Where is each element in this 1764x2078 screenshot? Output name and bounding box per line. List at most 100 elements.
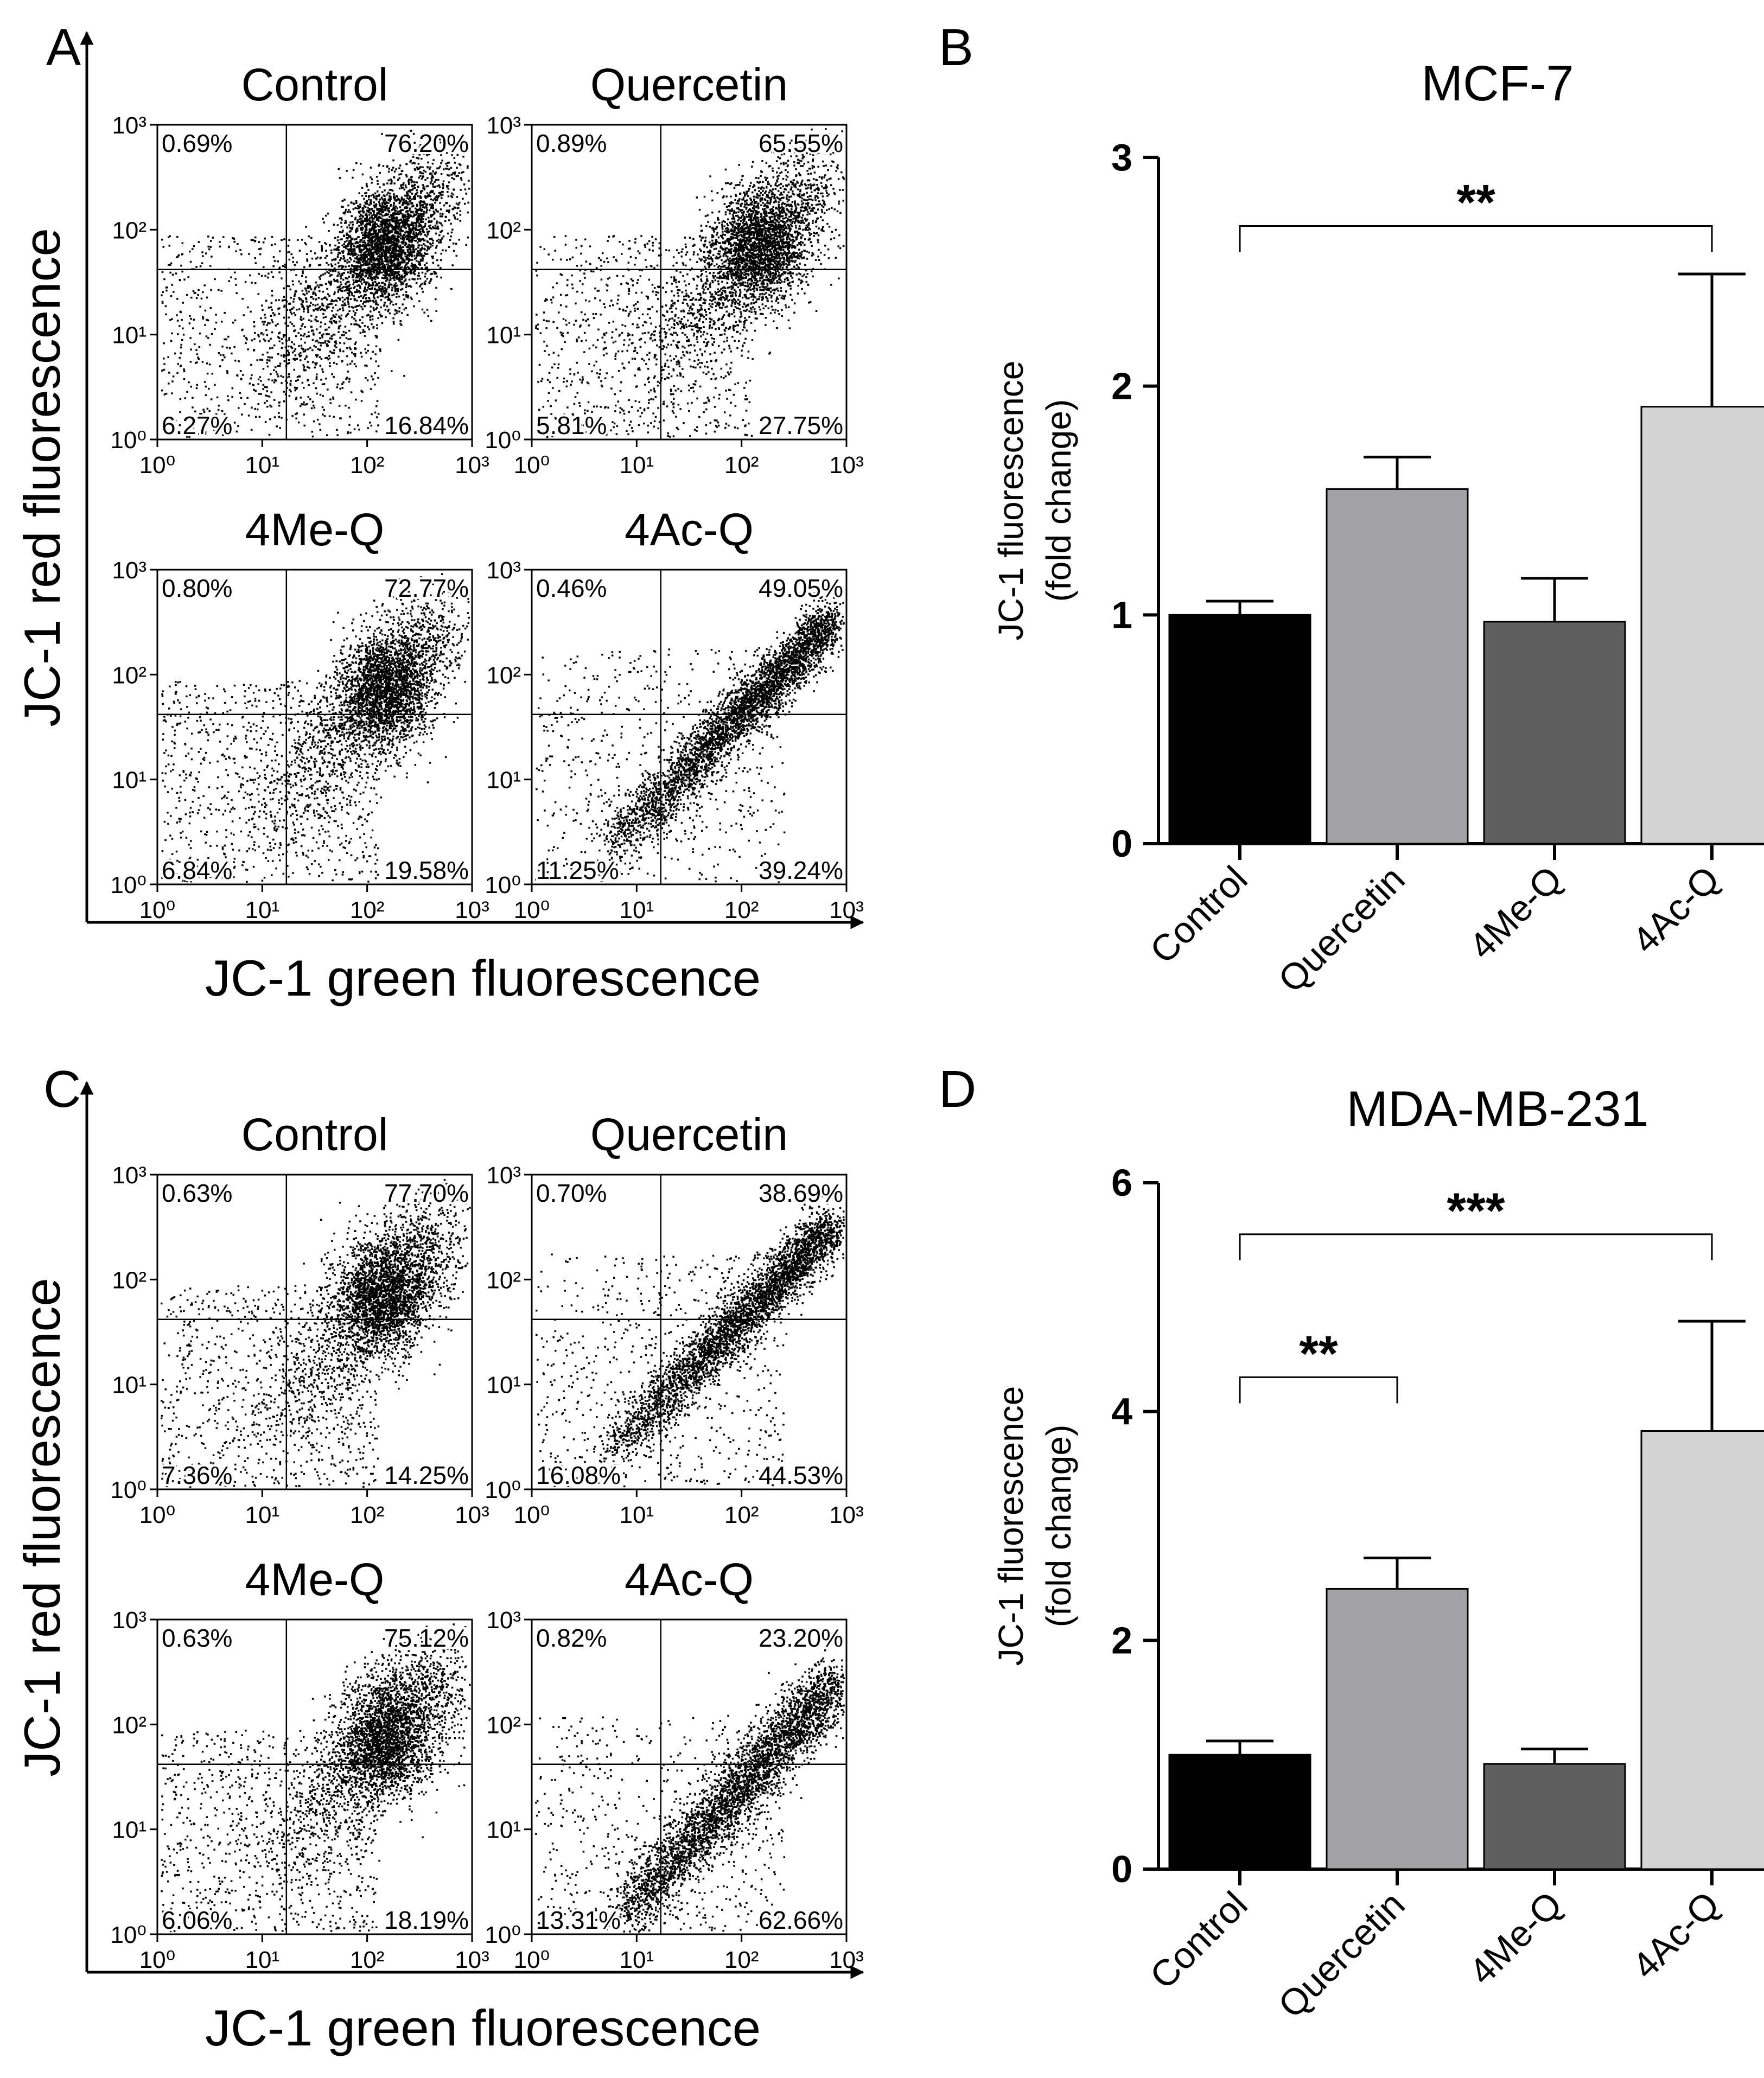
y-tick-label: 10¹: [486, 1817, 521, 1844]
y-tick-label: 10²: [486, 1712, 521, 1738]
panel-letter-b: B: [939, 18, 973, 77]
flow-x-axis-label: JC-1 green fluorescence: [205, 949, 761, 1006]
y-axis-label-line: (fold change): [1039, 399, 1078, 602]
x-tick-label: 10⁰: [139, 452, 176, 479]
x-tick-label: 10³: [829, 897, 864, 923]
bar-4me-q: [1483, 621, 1626, 845]
bar-chart-title: MDA-MB-231: [1346, 1081, 1648, 1137]
x-tick-label: 4Ac-Q: [1625, 858, 1728, 961]
panel-letter-a: A: [46, 18, 81, 77]
y-tick-label: 10³: [486, 1162, 521, 1189]
y-tick-label: 10³: [112, 1607, 147, 1634]
flow-plot-title: Quercetin: [590, 59, 788, 110]
y-tick-label: 10¹: [486, 767, 521, 794]
quadrant-percent-lower-left: 7.36%: [162, 1461, 232, 1489]
flow-plot-frame: [531, 569, 848, 885]
quadrant-percent-lower-left: 6.27%: [162, 411, 232, 439]
y-tick-label: 10²: [486, 1267, 521, 1293]
scatter-points: [535, 128, 845, 438]
flow-y-axis-label: JC-1 red fluorescence: [14, 1278, 71, 1777]
quadrant-percent-lower-right: 39.24%: [759, 856, 843, 884]
quadrant-percent-lower-left: 6.84%: [162, 856, 232, 884]
quadrant-percent-lower-right: 14.25%: [384, 1461, 469, 1489]
y-tick-label: 2: [1111, 1619, 1132, 1661]
quadrant-percent-lower-right: 62.66%: [759, 1906, 843, 1934]
x-tick-label: 10²: [724, 1502, 759, 1528]
significance-bracket: [1239, 225, 1713, 252]
quadrant-percent-upper-right: 77.70%: [384, 1179, 469, 1207]
y-tick-label: 1: [1111, 594, 1132, 636]
quadrant-percent-upper-right: 38.69%: [759, 1179, 843, 1207]
quadrant-percent-upper-left: 0.69%: [162, 129, 232, 157]
quadrant-percent-upper-right: 65.55%: [759, 129, 843, 157]
panel-letter-d: D: [939, 1060, 976, 1118]
scatter-dots: [161, 1623, 471, 1933]
y-tick-label: 10¹: [486, 1372, 521, 1399]
y-axis-label: JC-1 fluorescence (fold change): [991, 1386, 1078, 1666]
y-tick-label: 10³: [486, 1607, 521, 1634]
x-tick-label: 10¹: [245, 1502, 280, 1528]
significance-stars: ***: [1447, 1183, 1505, 1239]
y-tick-label: 10²: [112, 1712, 147, 1738]
significance-stars: **: [1299, 1326, 1338, 1381]
x-tick-label: 10²: [724, 452, 759, 479]
scatter-points: [161, 130, 470, 438]
flow-plot-title: 4Ac-Q: [625, 1554, 754, 1605]
flow-plot-4me-q: 4Me-Q0.80% 72.77%6.84% 19.58%10⁰10⁰10¹10¹1…: [110, 504, 489, 923]
y-tick-label: 10²: [486, 217, 521, 244]
flow-plot-frame: [531, 1618, 848, 1935]
y-axis-label-line: JC-1 fluorescence: [991, 1386, 1030, 1666]
y-axis-label: JC-1 fluorescence (fold change): [991, 361, 1078, 641]
flow-axes: JC-1 green fluorescence JC-1 red fluoresc…: [14, 1081, 864, 2056]
quadrant-percent-upper-left: 0.63%: [162, 1179, 232, 1207]
x-tick-label: 10⁰: [514, 1947, 550, 1973]
x-tick-label: 10⁰: [139, 897, 176, 923]
x-tick-label: Control: [1142, 1884, 1256, 1997]
x-tick-label: 10⁰: [139, 1947, 176, 1973]
y-tick-label: 10³: [112, 112, 147, 139]
quadrant-percent-upper-right: 49.05%: [759, 574, 843, 602]
x-tick-label: 10²: [350, 452, 385, 479]
x-tick-label: 10¹: [245, 1947, 280, 1973]
y-tick-label: 10¹: [112, 1817, 147, 1844]
flow-y-axis-label: JC-1 red fluorescence: [14, 228, 71, 727]
y-tick-label: 10³: [486, 557, 521, 584]
y-tick-label: 3: [1111, 136, 1132, 179]
significance-bracket: [1239, 1233, 1713, 1260]
x-tick-label: 10⁰: [139, 1502, 176, 1528]
y-tick-label: 10¹: [486, 322, 521, 349]
x-tick-label: 10⁰: [514, 1502, 550, 1528]
y-tick-label: 10³: [486, 112, 521, 139]
x-tick-label: 10¹: [245, 452, 280, 479]
scatter-dots: [161, 130, 470, 438]
x-tick-label: 10¹: [245, 897, 280, 923]
flow-plot-title: 4Me-Q: [245, 504, 385, 555]
y-tick-label: 10³: [112, 1162, 147, 1189]
y-tick-label: 0: [1111, 823, 1132, 865]
quadrant-percent-upper-right: 75.12%: [384, 1624, 469, 1652]
quadrant-percent-lower-right: 19.58%: [384, 856, 469, 884]
x-tick-label: Quercetin: [1270, 858, 1412, 1000]
flow-plot-title: Control: [241, 59, 389, 110]
flow-plot-frame: [156, 1618, 473, 1935]
scatter-dots: [536, 1195, 845, 1488]
y-tick-label: 0: [1111, 1848, 1132, 1890]
x-tick-label: 10³: [829, 1502, 864, 1528]
significance-stars: **: [1456, 175, 1495, 231]
x-tick-label: 10⁰: [514, 897, 550, 923]
scatter-points: [535, 1638, 845, 1933]
quadrant-percent-upper-right: 23.20%: [759, 1624, 843, 1652]
quadrant-percent-lower-left: 13.31%: [536, 1906, 621, 1934]
bar-quercetin: [1326, 488, 1469, 845]
bar-4me-q: [1483, 1763, 1626, 1870]
scatter-dots: [535, 1638, 845, 1933]
x-tick-label: 10³: [829, 452, 864, 479]
flow-plot-4me-q: 4Me-Q0.63% 75.12%6.06% 18.19%10⁰10⁰10¹10¹1…: [110, 1554, 489, 1973]
